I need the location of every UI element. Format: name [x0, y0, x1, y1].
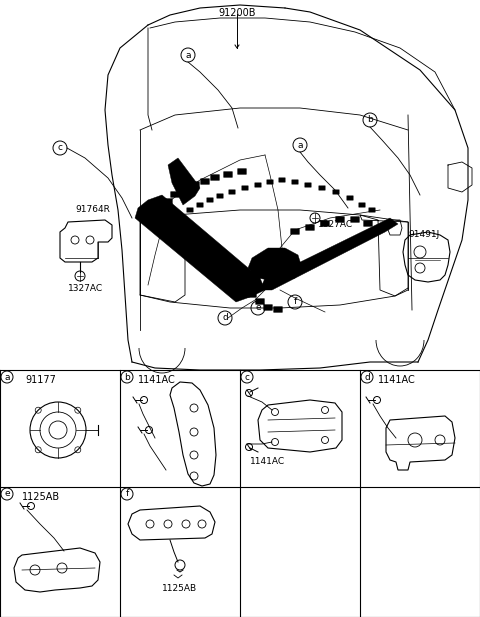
Text: a: a [4, 373, 10, 381]
Text: d: d [364, 373, 370, 381]
Text: 1327AC: 1327AC [68, 284, 103, 293]
Text: 1125AB: 1125AB [22, 492, 60, 502]
FancyBboxPatch shape [319, 186, 325, 190]
FancyBboxPatch shape [201, 178, 209, 184]
FancyBboxPatch shape [255, 183, 261, 188]
FancyBboxPatch shape [191, 181, 200, 188]
FancyBboxPatch shape [347, 196, 353, 201]
FancyBboxPatch shape [350, 217, 360, 223]
Text: 1327AC: 1327AC [318, 220, 353, 229]
Text: c: c [58, 144, 62, 152]
FancyBboxPatch shape [238, 168, 247, 175]
FancyBboxPatch shape [211, 175, 219, 181]
Text: f: f [293, 297, 297, 307]
Text: 1141AC: 1141AC [378, 375, 416, 385]
Text: 1141AC: 1141AC [138, 375, 176, 385]
FancyBboxPatch shape [164, 199, 172, 204]
Polygon shape [248, 248, 302, 282]
Text: a: a [297, 141, 303, 149]
Text: 91491J: 91491J [408, 230, 439, 239]
Polygon shape [260, 218, 398, 290]
Polygon shape [168, 158, 200, 205]
FancyBboxPatch shape [274, 307, 283, 312]
FancyBboxPatch shape [170, 191, 180, 197]
Polygon shape [135, 195, 265, 302]
FancyBboxPatch shape [187, 208, 193, 212]
Text: b: b [367, 115, 373, 125]
Text: 91764R: 91764R [75, 205, 110, 214]
FancyBboxPatch shape [255, 299, 264, 305]
Text: 91177: 91177 [25, 375, 56, 385]
Text: b: b [124, 373, 130, 381]
Text: 1141AC: 1141AC [250, 457, 285, 466]
FancyBboxPatch shape [305, 183, 312, 188]
Text: f: f [125, 489, 129, 499]
FancyBboxPatch shape [305, 225, 314, 231]
FancyBboxPatch shape [292, 180, 298, 184]
FancyBboxPatch shape [172, 213, 178, 217]
FancyBboxPatch shape [248, 291, 256, 297]
FancyBboxPatch shape [336, 217, 345, 223]
FancyBboxPatch shape [216, 194, 223, 198]
FancyBboxPatch shape [333, 189, 339, 194]
FancyBboxPatch shape [267, 180, 273, 184]
Text: e: e [255, 304, 261, 312]
Text: 1125AB: 1125AB [162, 584, 197, 593]
Text: e: e [4, 489, 10, 499]
FancyBboxPatch shape [224, 172, 232, 178]
FancyBboxPatch shape [290, 228, 300, 234]
FancyBboxPatch shape [197, 203, 204, 207]
FancyBboxPatch shape [279, 178, 285, 182]
FancyBboxPatch shape [321, 220, 329, 226]
FancyBboxPatch shape [180, 186, 190, 193]
Text: c: c [244, 373, 250, 381]
FancyBboxPatch shape [359, 203, 365, 207]
FancyBboxPatch shape [363, 220, 372, 226]
Text: 91200B: 91200B [218, 8, 256, 18]
FancyBboxPatch shape [369, 208, 375, 212]
FancyBboxPatch shape [264, 305, 273, 310]
FancyBboxPatch shape [207, 197, 213, 202]
FancyBboxPatch shape [228, 189, 235, 194]
Text: d: d [222, 313, 228, 323]
FancyBboxPatch shape [242, 186, 248, 190]
Text: a: a [185, 51, 191, 59]
